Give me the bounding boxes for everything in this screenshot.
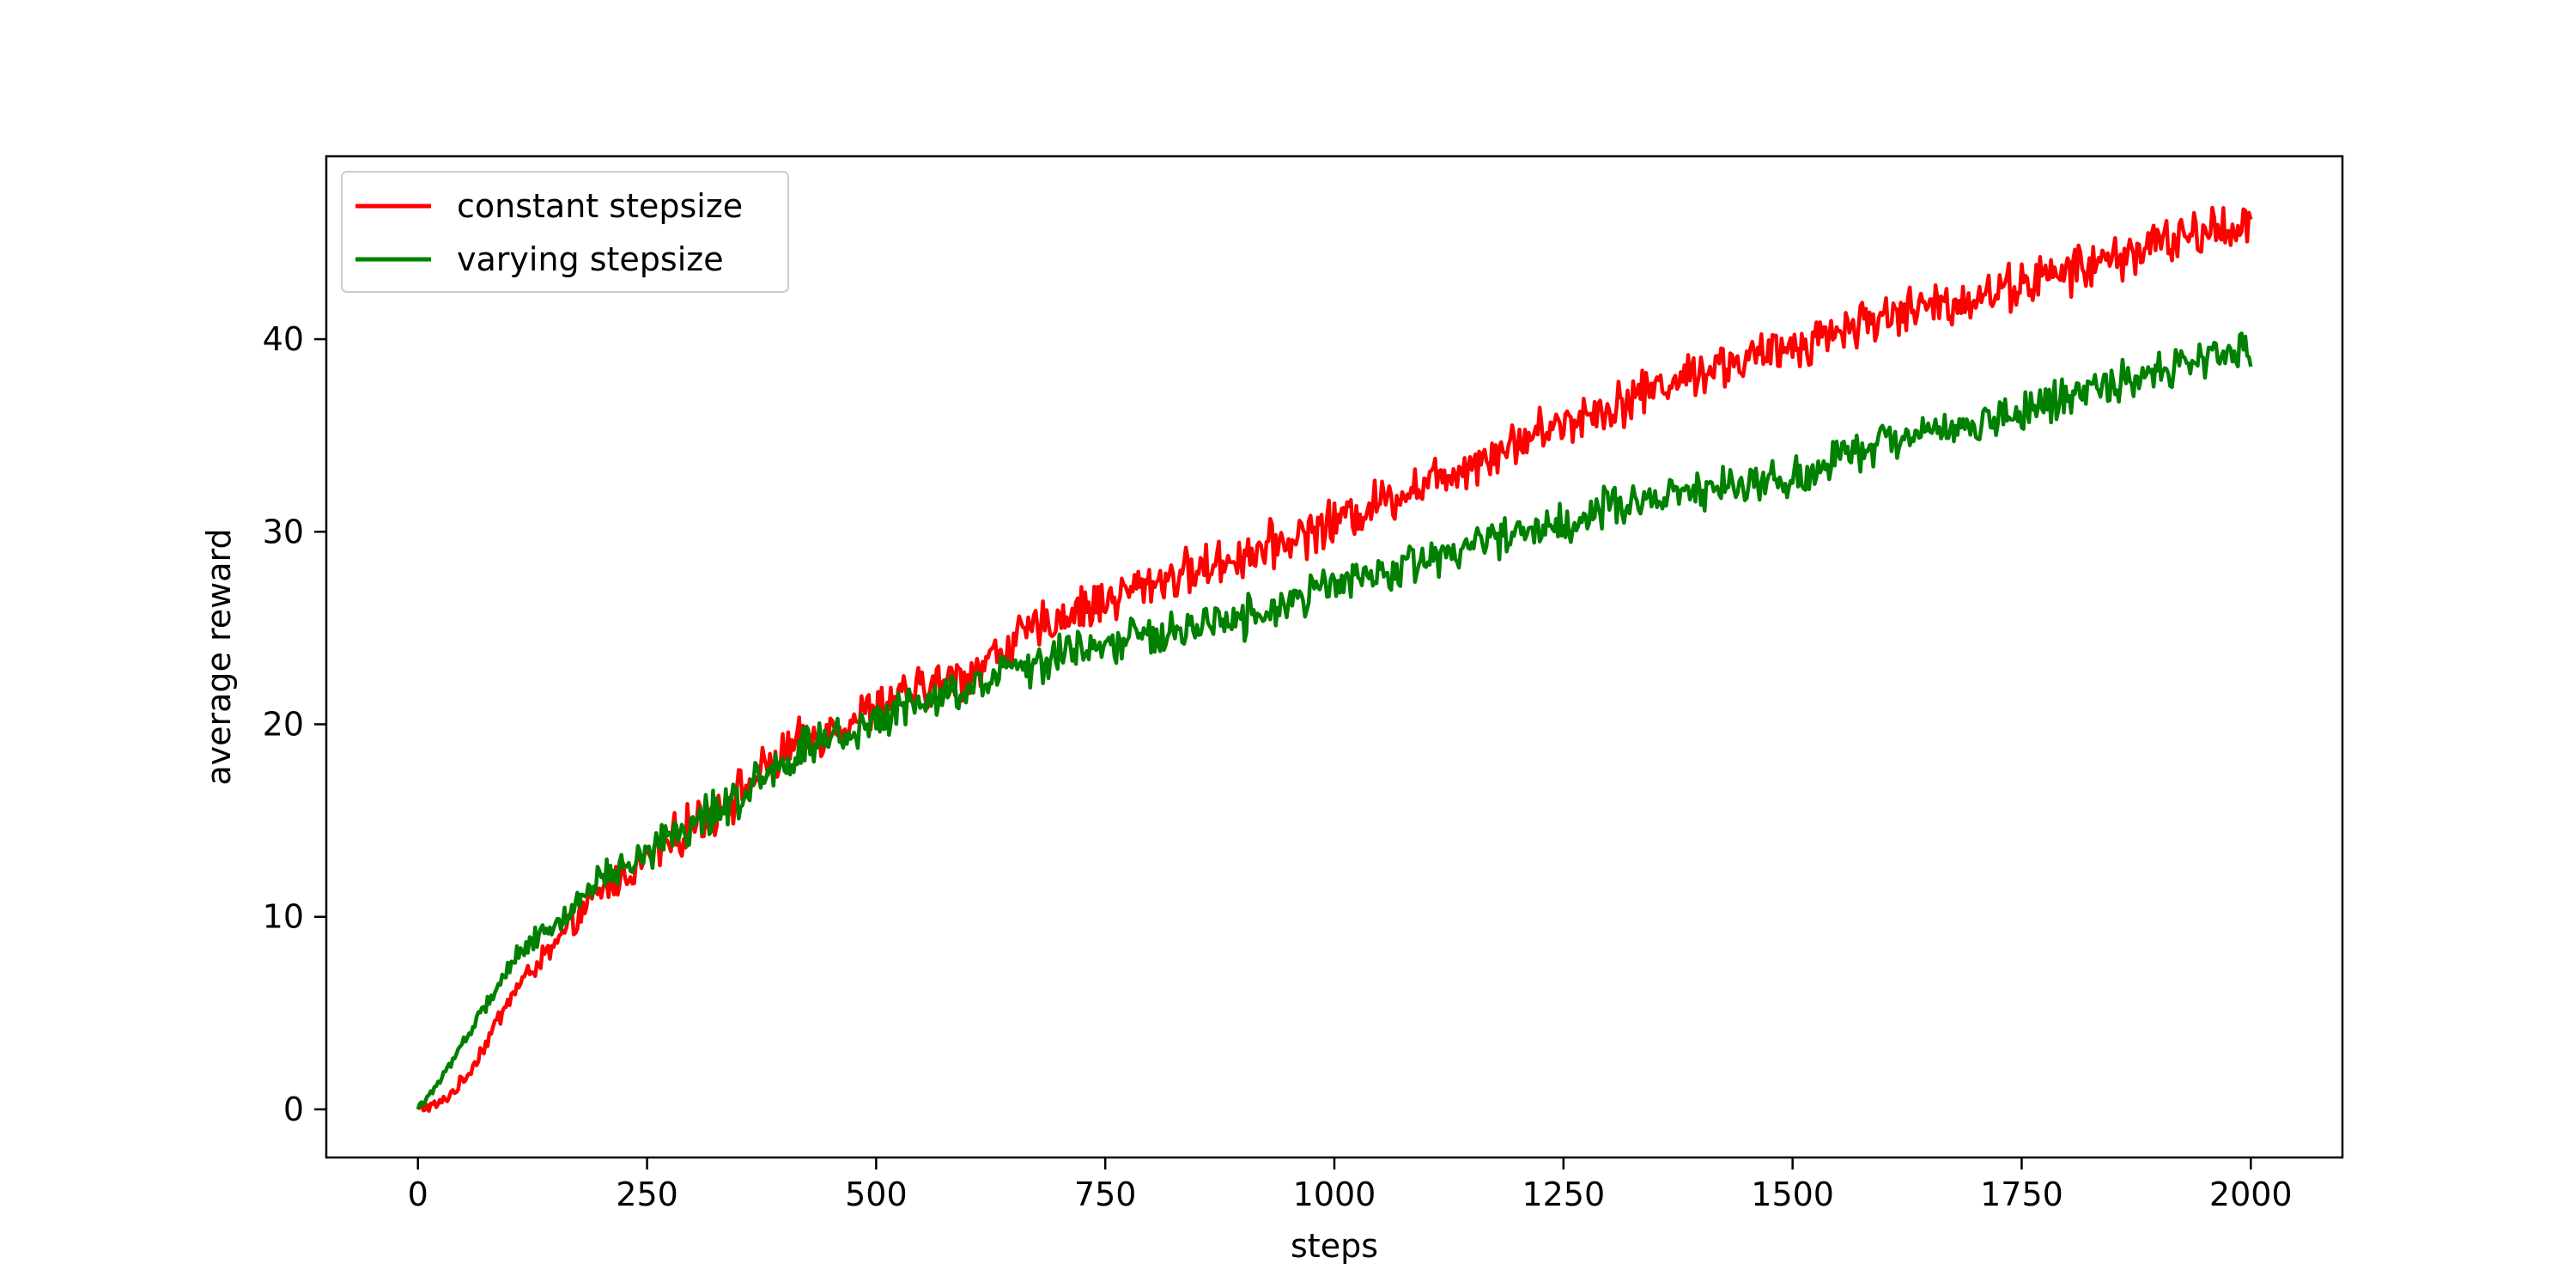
y-tick-label: 0 — [283, 1091, 304, 1128]
x-tick-label: 250 — [616, 1176, 678, 1213]
series-line-constant-stepsize — [416, 205, 2253, 1113]
series-line-varying-stepsize — [416, 331, 2253, 1110]
legend-box — [341, 171, 789, 293]
y-tick-label: 10 — [263, 898, 304, 936]
legend-entry-constant-stepsize: constant stepsize — [457, 187, 743, 225]
legend-entry-varying-stepsize: varying stepsize — [457, 240, 724, 278]
series-layer — [416, 205, 2253, 1113]
x-tick-label: 500 — [845, 1176, 908, 1213]
x-tick-label: 2000 — [2209, 1176, 2293, 1213]
y-tick-label: 40 — [263, 320, 304, 358]
plot-area — [325, 155, 2344, 1159]
x-axis-ticks: 0 250 500 750 1000 1250 1500 1750 2000 — [408, 1157, 2293, 1213]
x-tick-label: 1750 — [1980, 1176, 2063, 1213]
x-tick-label: 1250 — [1522, 1176, 1605, 1213]
x-tick-label: 0 — [408, 1176, 428, 1213]
legend: constant stepsize varying stepsize — [341, 171, 789, 293]
x-axis-label: steps — [1291, 1227, 1378, 1265]
y-tick-label: 30 — [263, 513, 304, 550]
x-tick-label: 1000 — [1293, 1176, 1376, 1213]
x-tick-label: 1500 — [1751, 1176, 1834, 1213]
y-tick-label: 20 — [263, 705, 304, 743]
x-tick-label: 750 — [1074, 1176, 1137, 1213]
y-axis-ticks: 0 10 20 30 40 — [263, 320, 326, 1128]
y-axis-label: average reward — [200, 528, 238, 785]
